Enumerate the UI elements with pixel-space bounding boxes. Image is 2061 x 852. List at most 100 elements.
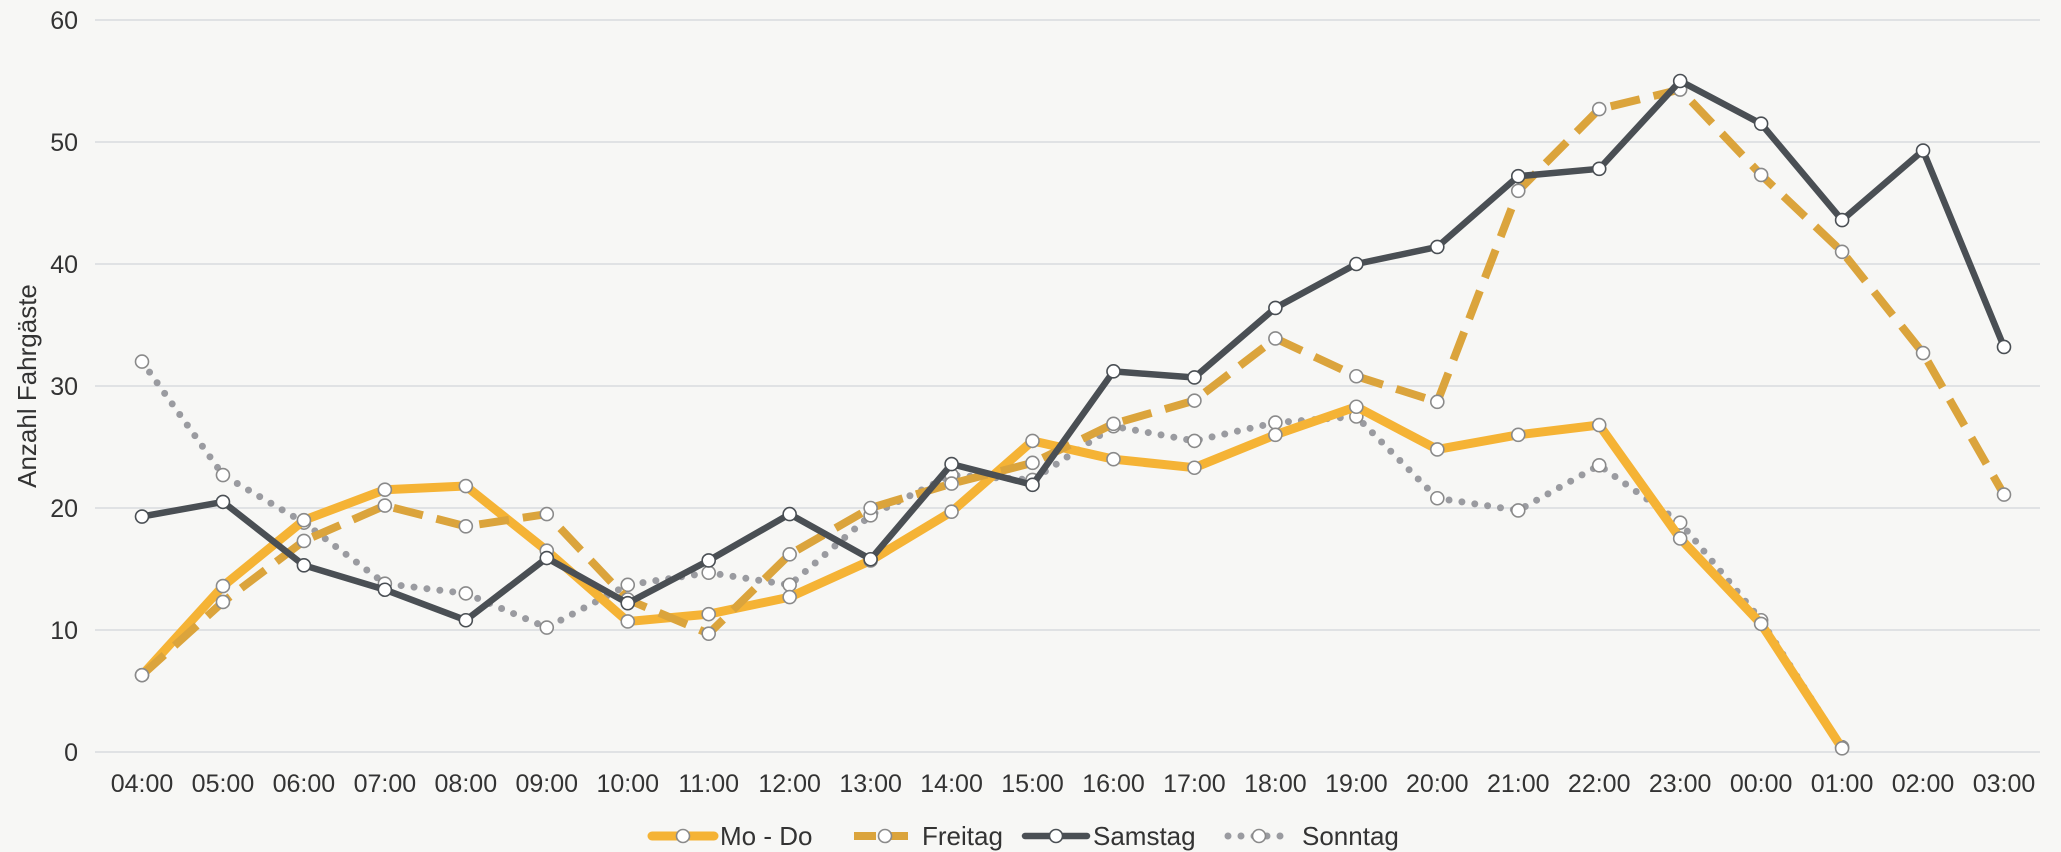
x-tick-label: 12:00 <box>758 770 821 798</box>
legend-item: Sonntag <box>1224 821 1399 851</box>
data-point <box>539 550 555 566</box>
data-point <box>620 595 636 611</box>
y-tick-label: 50 <box>50 129 78 157</box>
data-point <box>1834 212 1850 228</box>
x-tick-label: 09:00 <box>516 770 579 798</box>
data-point <box>296 533 312 549</box>
series-line <box>138 77 2008 624</box>
legend-item: Mo - Do <box>647 821 812 851</box>
data-point <box>1753 616 1769 632</box>
data-point <box>1672 531 1688 546</box>
legend: Mo - Do Freitag Samstag Sonntag <box>647 821 1399 851</box>
data-point <box>701 553 716 568</box>
data-point <box>215 467 231 483</box>
data-point <box>1834 244 1850 260</box>
data-point <box>1268 415 1283 430</box>
data-point <box>620 614 636 629</box>
series-freitag <box>134 82 2012 683</box>
data-point <box>1591 101 1607 117</box>
x-tick-label: 03:00 <box>1973 770 2036 798</box>
data-point <box>944 476 959 491</box>
x-tick-label: 11:00 <box>678 770 739 798</box>
x-tick-label: 18:00 <box>1244 770 1307 798</box>
y-axis-ticks: 0 10 20 30 40 50 60 <box>50 7 78 767</box>
y-tick-label: 60 <box>50 7 78 35</box>
data-point <box>539 506 555 522</box>
data-point <box>944 504 959 519</box>
data-point <box>1349 256 1364 272</box>
x-tick-label: 21:00 <box>1487 770 1550 798</box>
x-tick-label: 07:00 <box>354 770 417 798</box>
data-point <box>1268 331 1283 346</box>
data-point <box>1915 143 1931 158</box>
data-point <box>134 667 150 683</box>
series-lines <box>134 73 2012 756</box>
data-point <box>458 586 474 601</box>
gridlines <box>95 19 2040 753</box>
data-point <box>1996 339 2012 355</box>
data-point <box>1106 364 1121 379</box>
data-point <box>296 558 312 573</box>
data-point <box>701 606 716 622</box>
y-tick-label: 0 <box>64 739 78 767</box>
data-point <box>458 518 474 534</box>
data-point <box>1510 427 1526 443</box>
data-point <box>782 547 797 562</box>
x-axis-ticks: 04:00 05:00 06:00 07:00 08:00 09:00 10:00 11:00… <box>111 770 2036 798</box>
series-sonntag <box>134 354 1850 755</box>
data-point <box>782 506 797 522</box>
data-point <box>1510 168 1526 184</box>
data-point <box>1430 394 1445 410</box>
data-point <box>944 456 959 472</box>
data-point <box>1510 503 1526 518</box>
data-point <box>215 494 231 510</box>
data-point <box>782 577 797 593</box>
x-tick-label: 05:00 <box>192 770 255 798</box>
series-line <box>137 402 1847 753</box>
data-point <box>134 509 150 524</box>
data-point <box>701 565 716 580</box>
data-point <box>620 577 636 593</box>
data-point <box>215 578 231 594</box>
data-point <box>215 594 231 610</box>
x-tick-label: 19:00 <box>1325 770 1388 798</box>
data-point <box>1025 433 1040 449</box>
data-point <box>377 482 393 498</box>
y-tick-label: 40 <box>50 251 78 279</box>
x-tick-label: 04:00 <box>111 770 174 798</box>
data-point <box>1268 300 1283 316</box>
data-point <box>1672 73 1688 89</box>
data-point <box>134 354 150 369</box>
series-line <box>138 358 1846 751</box>
x-tick-label: 16:00 <box>1082 770 1145 798</box>
data-point <box>539 620 555 635</box>
legend-label: Samstag <box>1093 821 1196 851</box>
data-point <box>701 626 716 641</box>
data-point <box>1025 455 1040 471</box>
legend-label: Freitag <box>922 821 1003 851</box>
x-tick-label: 01:00 <box>1811 770 1874 798</box>
legend-marker <box>675 828 691 844</box>
x-tick-label: 15:00 <box>1001 770 1064 798</box>
data-point <box>1187 460 1202 476</box>
legend-item: Samstag <box>1021 821 1196 851</box>
legend-marker <box>877 828 893 844</box>
y-tick-label: 10 <box>50 617 78 645</box>
x-tick-label: 23:00 <box>1649 770 1712 798</box>
data-point <box>377 498 393 513</box>
x-tick-label: 00:00 <box>1730 770 1793 798</box>
x-tick-label: 13:00 <box>839 770 902 798</box>
data-point <box>296 512 312 528</box>
data-point <box>1834 741 1850 756</box>
data-point <box>1106 416 1121 432</box>
x-tick-label: 20:00 <box>1406 770 1469 798</box>
data-point <box>1996 487 2012 502</box>
series-mo-do <box>134 399 1850 756</box>
data-point <box>1510 183 1526 199</box>
legend-marker <box>1251 828 1267 844</box>
legend-label: Sonntag <box>1302 821 1399 851</box>
data-point <box>1106 451 1121 467</box>
data-point <box>782 589 797 605</box>
x-tick-label: 02:00 <box>1892 770 1955 798</box>
